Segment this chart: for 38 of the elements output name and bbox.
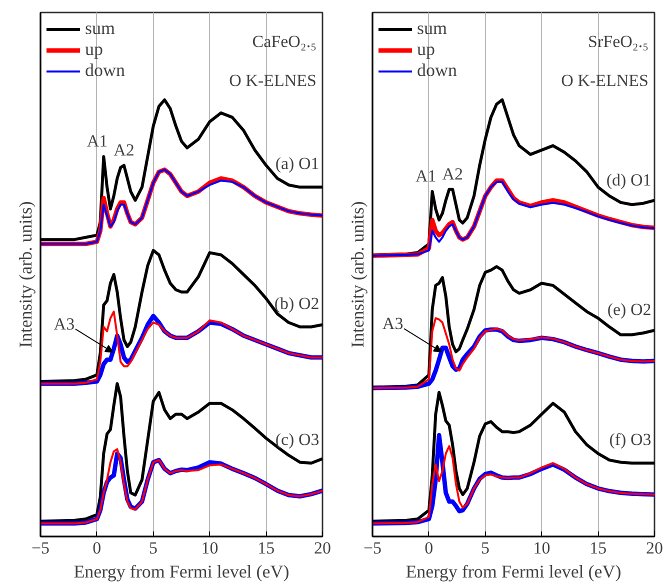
annotation: A2 xyxy=(114,140,134,160)
x-tick-label: −5 xyxy=(363,538,382,558)
annotation: A1 xyxy=(416,166,436,186)
text: O K-ELNES xyxy=(229,71,317,90)
text: O K-ELNES xyxy=(561,71,649,90)
annotation: A3 xyxy=(382,314,404,333)
x-tick-label: 10 xyxy=(533,538,550,558)
x-tick-label: 0 xyxy=(424,538,434,558)
text: SrFeO₂.₅ xyxy=(588,32,649,51)
legend-label: down xyxy=(85,60,125,81)
annotation: A2 xyxy=(442,164,463,184)
legend-label: sum xyxy=(417,18,448,39)
legend-label: sum xyxy=(85,18,116,39)
annotation: (d) O1 xyxy=(606,170,652,190)
legend-label: down xyxy=(417,60,457,81)
x-tick-label: 20 xyxy=(646,538,663,558)
annotation: (f) O3 xyxy=(609,430,652,450)
x-tick-label: 5 xyxy=(149,538,158,558)
annotation: (b) O2 xyxy=(274,294,320,313)
x-axis-title: Energy from Fermi level (eV) xyxy=(74,562,290,582)
y-axis-title: Intensity (arb. units) xyxy=(348,201,368,348)
x-tick-label: 15 xyxy=(258,538,275,558)
y-axis-title: Intensity (arb. units) xyxy=(16,201,36,348)
x-tick-label: 20 xyxy=(314,538,331,558)
x-tick-label: 0 xyxy=(92,538,102,558)
x-tick-label: −5 xyxy=(31,538,50,558)
annotation: (a) O1 xyxy=(275,154,320,174)
annotation: A3 xyxy=(54,314,75,334)
x-tick-label: 5 xyxy=(481,538,490,558)
text: CaFeO₂.₅ xyxy=(252,32,317,51)
annotation: A1 xyxy=(86,132,108,151)
x-axis-title: Energy from Fermi level (eV) xyxy=(406,562,622,582)
annotation: (c) O3 xyxy=(275,430,320,450)
x-tick-label: 10 xyxy=(201,538,218,558)
legend-label: up xyxy=(85,39,104,60)
legend-label: up xyxy=(417,39,436,60)
annotation: (e) O2 xyxy=(607,300,652,320)
x-tick-label: 15 xyxy=(590,538,607,558)
